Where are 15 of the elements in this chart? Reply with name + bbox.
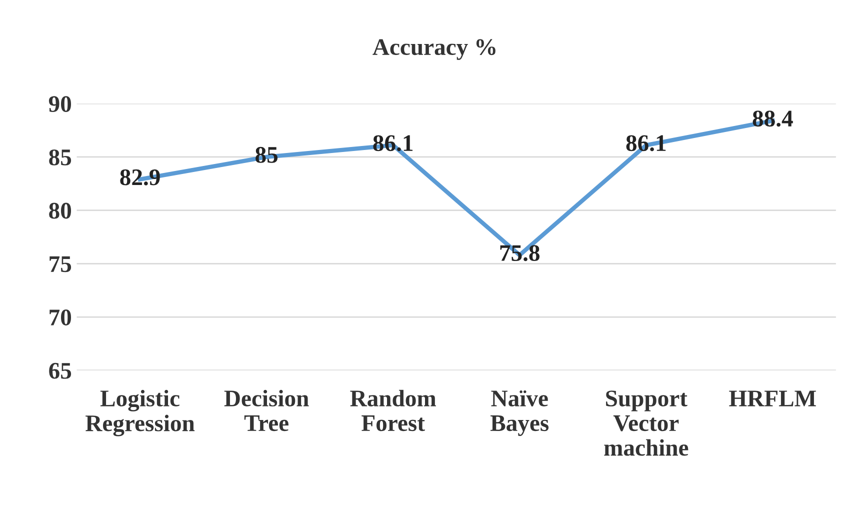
y-tick-label: 65 — [49, 362, 72, 379]
x-tick-label: Logistic Regression — [86, 390, 195, 436]
x-tick-label: Decision Tree — [224, 390, 309, 432]
x-tick-label: HRFLM — [729, 390, 816, 406]
y-tick-label: 90 — [48, 96, 72, 112]
x-tick-label: Support Vector machine — [604, 390, 688, 456]
y-tick-label: 75 — [50, 256, 72, 272]
x-tick-label: Random Forest — [350, 390, 436, 432]
y-tick-label: 85 — [49, 149, 72, 166]
data-label: 85 — [256, 146, 278, 163]
y-tick-label: 70 — [50, 310, 72, 326]
x-tick-label: Naïve Bayes — [490, 390, 549, 436]
y-tick-label: 80 — [49, 202, 72, 219]
chart-title: Accuracy % — [372, 39, 496, 60]
data-label: 88.4 — [752, 110, 793, 127]
